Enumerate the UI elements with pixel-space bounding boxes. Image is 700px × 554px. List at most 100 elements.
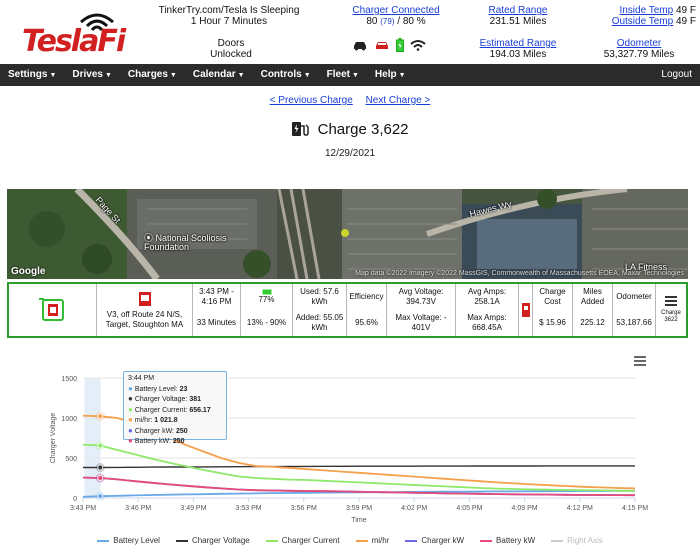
x-tick-label: 3:59 PM: [346, 505, 372, 512]
tooltip-value: 1 021.8: [154, 417, 178, 424]
legend-item[interactable]: Charger Voltage: [175, 536, 250, 545]
inside-temp-label[interactable]: Inside Temp: [619, 5, 674, 16]
logout-link[interactable]: Logout: [661, 69, 692, 80]
caret-down-icon: ▼: [303, 72, 311, 79]
nav-charges[interactable]: Charges ▼: [120, 64, 185, 86]
tooltip-value: 23: [179, 385, 188, 393]
odometer[interactable]: Odometer 53,327.79 Miles: [594, 38, 684, 60]
nav-calendar-label: Calendar: [192, 69, 236, 80]
estimated-range[interactable]: Estimated Range 194.03 Miles: [473, 38, 563, 60]
charger-status[interactable]: Charger Connected 80 (79) / 80 %: [340, 5, 452, 27]
header: TeslaFi TinkerTry.com/Tesla Is Sleeping …: [0, 0, 700, 64]
nav-drives-label: Drives: [72, 69, 103, 80]
page-title: Charge 3,622: [0, 121, 700, 138]
legend-item[interactable]: mi/hr: [355, 536, 390, 545]
car-icon: [354, 42, 366, 51]
legend-item[interactable]: Battery Level: [97, 536, 160, 545]
tooltip-dot: ●: [128, 394, 133, 403]
miles-cell: Miles Added 225.12: [573, 284, 613, 336]
tooltip-dot: ●: [128, 425, 133, 435]
main-nav: Settings ▼ Drives ▼ Charges ▼ Calendar ▼ Con…: [0, 64, 700, 86]
nav-calendar[interactable]: Calendar ▼: [185, 64, 253, 86]
location-cell[interactable]: V3, off Route 24 N/S, Target, Stoughton …: [97, 284, 193, 336]
charge-location-map[interactable]: Page St ⦿ National Scoliosis Foundation …: [7, 189, 688, 279]
teslafi-logo[interactable]: TeslaFi: [18, 10, 126, 60]
legend-item[interactable]: Battery kW: [480, 536, 535, 545]
legend-item[interactable]: Charger kW: [405, 536, 464, 545]
tooltip-label: Battery kW:: [134, 438, 173, 445]
map-label-la-fitness: LA Fitness: [625, 262, 668, 272]
nav-controls[interactable]: Controls ▼: [253, 64, 319, 86]
y-tick-label: 1000: [61, 416, 77, 423]
doors-label: Doors: [217, 38, 245, 49]
temperatures[interactable]: Inside Temp 49 F Outside Temp 49 F: [588, 5, 696, 27]
charge-title-text: Charge 3,622: [317, 121, 409, 138]
legend-label: Charger kW: [421, 536, 465, 545]
legend-item[interactable]: Charger Current: [265, 536, 340, 545]
tooltip-line: ● mi/hr: 1 021.8: [128, 415, 222, 426]
nav-settings[interactable]: Settings ▼: [0, 64, 64, 86]
y-tick-label: 1500: [61, 376, 77, 383]
caret-down-icon: ▼: [398, 72, 406, 79]
x-tick-label: 4:15 PM: [622, 505, 648, 512]
tooltip-lines: ● Battery Level: 23 ● Charger Voltage: 381 ●…: [128, 384, 222, 447]
nav-drives[interactable]: Drives ▼: [64, 64, 120, 86]
cost-cell: Charge Cost $ 15.96: [533, 284, 573, 336]
doors-value: Unlocked: [210, 49, 252, 60]
legend-swatch: [480, 539, 493, 542]
map-attribution: Map data ©2022 Imagery ©2022 MassGIS, Co…: [355, 270, 684, 277]
tooltip-value: 656.17: [189, 406, 211, 414]
battery-icon: [396, 38, 404, 52]
x-tick-label: 4:09 PM: [512, 505, 538, 512]
time-cell: 3:43 PM - 4:16 PM 33 Minutes: [193, 284, 241, 336]
x-axis-title: Time: [351, 517, 366, 524]
amps-cell: Avg Amps: 258.1A Max Amps: 668.45A: [456, 284, 519, 336]
charge-chart[interactable]: 0 500 1000 1500 3:43 PM 3:46 PM 3:49 PM 3:53 PM…: [0, 350, 700, 540]
max-amps: Max Amps: 668.45A: [467, 313, 507, 332]
nav-help-label: Help: [374, 69, 397, 80]
map-label-scoliosis-text: National Scoliosis Foundation: [144, 233, 227, 252]
nav-help[interactable]: Help ▼: [367, 64, 414, 86]
caret-down-icon: ▼: [351, 72, 359, 79]
legend-item[interactable]: Right Axis: [551, 536, 603, 545]
legend-swatch: [405, 539, 418, 542]
previous-charge-link[interactable]: < Previous Charge: [269, 95, 353, 106]
y-tick-label: 0: [73, 496, 77, 503]
legend-swatch: [97, 539, 110, 542]
next-charge-link[interactable]: Next Charge >: [365, 95, 431, 106]
tooltip-line: ● Charger kW: 250: [128, 426, 222, 437]
nav-charges-label: Charges: [127, 69, 168, 80]
nav-controls-label: Controls: [260, 69, 302, 80]
satellite-imagery: [7, 189, 688, 279]
legend-label: mi/hr: [371, 536, 390, 545]
charge-menu-cell[interactable]: Charge 3622: [656, 284, 686, 336]
nav-fleet[interactable]: Fleet ▼: [319, 64, 367, 86]
supercharger-small-icon: [521, 303, 530, 317]
odometer-label[interactable]: Odometer: [616, 38, 662, 49]
tooltip-dot: ●: [128, 436, 133, 445]
rated-range-label[interactable]: Rated Range: [488, 5, 548, 16]
hamburger-menu-icon[interactable]: [665, 296, 677, 306]
tooltip-dot: ●: [128, 415, 133, 424]
charger-label[interactable]: Charger Connected: [352, 5, 440, 16]
tooltip-label: Charger Voltage:: [134, 396, 190, 403]
battery-top: 77%: [241, 284, 292, 310]
cost-label: Charge Cost: [539, 287, 566, 306]
estimated-range-label[interactable]: Estimated Range: [479, 38, 557, 49]
strip-odometer-value: 53,187.66: [616, 318, 652, 327]
odometer-value: 53,327.79 Miles: [603, 49, 675, 60]
outside-temp-label[interactable]: Outside Temp: [611, 16, 674, 27]
rated-range[interactable]: Rated Range 231.51 Miles: [473, 5, 563, 27]
series-line-battery-kw: [82, 476, 636, 497]
estimated-range-value: 194.03 Miles: [489, 49, 547, 60]
nav-fleet-label: Fleet: [326, 69, 350, 80]
x-tick-label: 3:46 PM: [125, 505, 151, 512]
legend-swatch: [265, 539, 278, 542]
time-range: 3:43 PM - 4:16 PM: [199, 287, 234, 306]
miles-label: Miles Added: [580, 287, 605, 306]
supercharger-icon: [38, 298, 64, 321]
wifi-icon: [80, 13, 114, 32]
x-tick-label: 3:49 PM: [180, 505, 206, 512]
battery-level-icon: [262, 289, 271, 295]
chart-menu-icon[interactable]: [634, 356, 646, 366]
